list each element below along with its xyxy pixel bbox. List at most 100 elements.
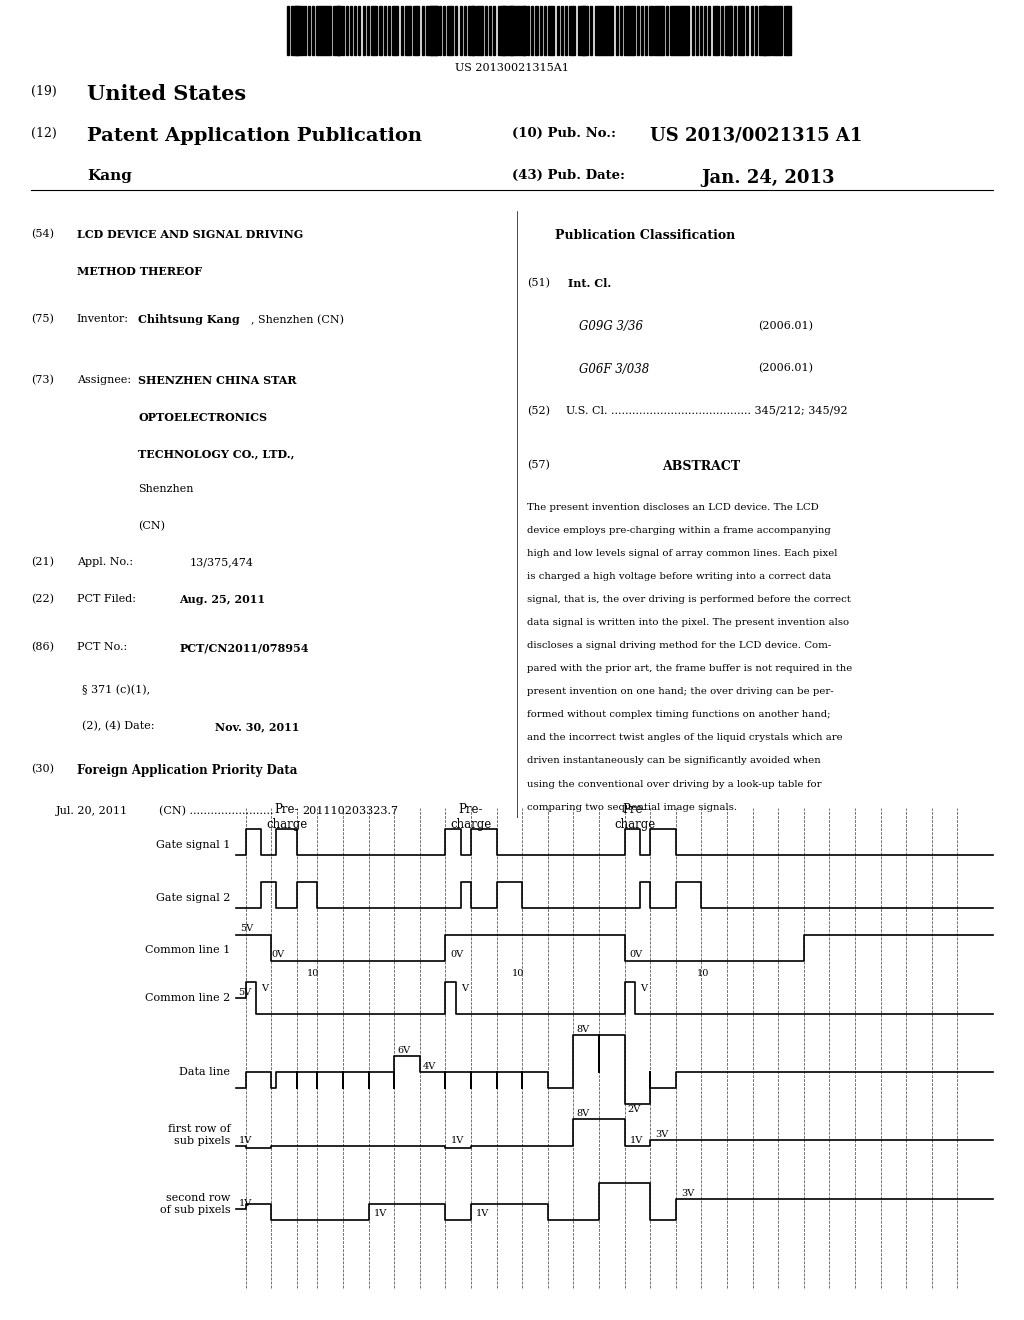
Bar xyxy=(388,7,390,55)
Text: 6V: 6V xyxy=(397,1045,411,1055)
Bar xyxy=(776,7,780,55)
Text: TECHNOLOGY CO., LTD.,: TECHNOLOGY CO., LTD., xyxy=(138,447,295,459)
Text: using the conventional over driving by a look-up table for: using the conventional over driving by a… xyxy=(527,780,822,788)
Text: (51): (51) xyxy=(527,279,550,288)
Bar xyxy=(540,7,542,55)
Text: Patent Application Publication: Patent Application Publication xyxy=(87,127,422,145)
Text: (75): (75) xyxy=(31,314,53,325)
Bar xyxy=(430,7,437,55)
Text: (21): (21) xyxy=(31,557,53,568)
Bar xyxy=(620,7,622,55)
Bar xyxy=(404,7,409,55)
Bar xyxy=(485,7,487,55)
Text: (2006.01): (2006.01) xyxy=(758,321,813,331)
Bar xyxy=(426,7,433,55)
Bar xyxy=(527,7,529,55)
Text: 3V: 3V xyxy=(655,1130,669,1139)
Bar xyxy=(380,7,382,55)
Bar xyxy=(717,7,719,55)
Bar xyxy=(452,7,454,55)
Bar xyxy=(755,7,757,55)
Text: 0V: 0V xyxy=(630,950,643,960)
Bar xyxy=(629,7,633,55)
Text: (CN): (CN) xyxy=(138,521,165,531)
Text: Jul. 20, 2011: Jul. 20, 2011 xyxy=(56,807,128,816)
Bar xyxy=(456,7,458,55)
Bar xyxy=(472,7,474,55)
Text: (2006.01): (2006.01) xyxy=(758,363,813,374)
Bar xyxy=(299,7,303,55)
Text: (12): (12) xyxy=(31,127,56,140)
Bar xyxy=(291,7,298,55)
Text: formed without complex timing functions on another hand;: formed without complex timing functions … xyxy=(527,710,831,719)
Bar xyxy=(446,7,451,55)
Bar xyxy=(695,7,697,55)
Text: ABSTRACT: ABSTRACT xyxy=(663,461,740,473)
Text: 3V: 3V xyxy=(681,1188,694,1197)
Bar xyxy=(498,7,505,55)
Bar xyxy=(414,7,418,55)
Text: 1V: 1V xyxy=(374,1209,387,1218)
Bar xyxy=(671,7,675,55)
Bar xyxy=(434,7,438,55)
Text: signal, that is, the over driving is performed before the correct: signal, that is, the over driving is per… xyxy=(527,595,851,605)
Text: second row
of sub pixels: second row of sub pixels xyxy=(160,1193,230,1214)
Text: 2V: 2V xyxy=(628,1105,641,1114)
Bar xyxy=(561,7,563,55)
Bar xyxy=(603,7,607,55)
Text: Assignee:: Assignee: xyxy=(77,375,131,385)
Text: 10: 10 xyxy=(696,969,709,978)
Text: US 2013/0021315 A1: US 2013/0021315 A1 xyxy=(650,127,862,145)
Text: 4V: 4V xyxy=(423,1061,436,1071)
Text: data signal is written into the pixel. The present invention also: data signal is written into the pixel. T… xyxy=(527,618,850,627)
Bar xyxy=(705,7,707,55)
Bar xyxy=(667,7,669,55)
Text: Int. Cl.: Int. Cl. xyxy=(568,279,611,289)
Bar xyxy=(675,7,679,55)
Text: (73): (73) xyxy=(31,375,53,385)
Bar xyxy=(523,7,525,55)
Text: Publication Classification: Publication Classification xyxy=(555,230,735,243)
Bar xyxy=(751,7,753,55)
Bar xyxy=(633,7,635,55)
Text: device employs pre-charging within a frame accompanying: device employs pre-charging within a fra… xyxy=(527,525,831,535)
Bar xyxy=(384,7,386,55)
Text: is charged a high voltage before writing into a correct data: is charged a high voltage before writing… xyxy=(527,572,831,581)
Text: 0V: 0V xyxy=(451,950,464,960)
Bar xyxy=(362,7,365,55)
Bar xyxy=(464,7,466,55)
Text: Common line 1: Common line 1 xyxy=(145,945,230,956)
Text: 201110203323.7: 201110203323.7 xyxy=(302,807,398,816)
Text: (19): (19) xyxy=(31,84,56,98)
Bar xyxy=(729,7,731,55)
Text: G09G 3/36: G09G 3/36 xyxy=(579,321,643,334)
Bar xyxy=(442,7,444,55)
Bar xyxy=(494,7,496,55)
Bar xyxy=(409,7,411,55)
Text: The present invention discloses an LCD device. The LCD: The present invention discloses an LCD d… xyxy=(527,503,819,512)
Bar xyxy=(586,7,588,55)
Bar xyxy=(683,7,687,55)
Bar xyxy=(691,7,693,55)
Text: (54): (54) xyxy=(31,230,53,240)
Text: comparing two sequential image signals.: comparing two sequential image signals. xyxy=(527,803,737,812)
Text: 1V: 1V xyxy=(630,1135,643,1144)
Bar xyxy=(295,7,299,55)
Bar xyxy=(510,7,514,55)
Bar xyxy=(480,7,482,55)
Text: Kang: Kang xyxy=(87,169,132,183)
Bar xyxy=(590,7,592,55)
Bar xyxy=(649,7,653,55)
Bar xyxy=(312,7,314,55)
Text: 1V: 1V xyxy=(239,1199,252,1208)
Bar xyxy=(333,7,340,55)
Text: OPTOELECTRONICS: OPTOELECTRONICS xyxy=(138,412,267,422)
Text: 1V: 1V xyxy=(239,1135,252,1144)
Bar xyxy=(337,7,341,55)
Text: Aug. 25, 2011: Aug. 25, 2011 xyxy=(179,594,265,605)
Bar xyxy=(531,7,534,55)
Bar xyxy=(657,7,662,55)
Text: (57): (57) xyxy=(527,461,550,470)
Text: Nov. 30, 2011: Nov. 30, 2011 xyxy=(215,721,299,733)
Text: G06F 3/038: G06F 3/038 xyxy=(579,363,649,376)
